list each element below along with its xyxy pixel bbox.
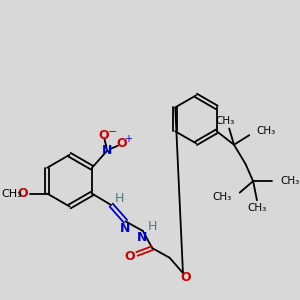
Text: N: N: [136, 231, 147, 244]
Text: O: O: [116, 137, 127, 150]
Text: O: O: [17, 187, 28, 200]
Text: −: −: [107, 127, 117, 137]
Text: CH₃: CH₃: [247, 203, 267, 213]
Text: O: O: [124, 250, 135, 263]
Text: CH₃: CH₃: [213, 192, 232, 203]
Text: H: H: [115, 192, 124, 205]
Text: +: +: [124, 134, 132, 144]
Text: CH₃: CH₃: [280, 176, 299, 186]
Text: N: N: [102, 144, 112, 157]
Text: O: O: [181, 271, 191, 284]
Text: CH₃: CH₃: [2, 189, 22, 199]
Text: O: O: [98, 129, 109, 142]
Text: CH₃: CH₃: [256, 126, 275, 136]
Text: CH₃: CH₃: [216, 116, 235, 126]
Text: H: H: [148, 220, 157, 232]
Text: N: N: [119, 221, 130, 235]
